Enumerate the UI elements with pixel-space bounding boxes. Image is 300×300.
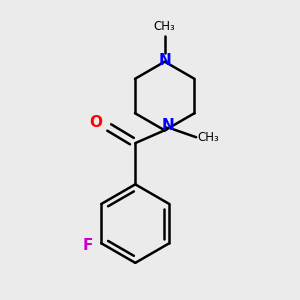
Text: CH₃: CH₃ bbox=[154, 20, 176, 33]
Text: N: N bbox=[158, 53, 171, 68]
Text: F: F bbox=[82, 238, 93, 253]
Text: O: O bbox=[89, 115, 103, 130]
Text: N: N bbox=[161, 118, 174, 133]
Text: CH₃: CH₃ bbox=[197, 131, 219, 144]
